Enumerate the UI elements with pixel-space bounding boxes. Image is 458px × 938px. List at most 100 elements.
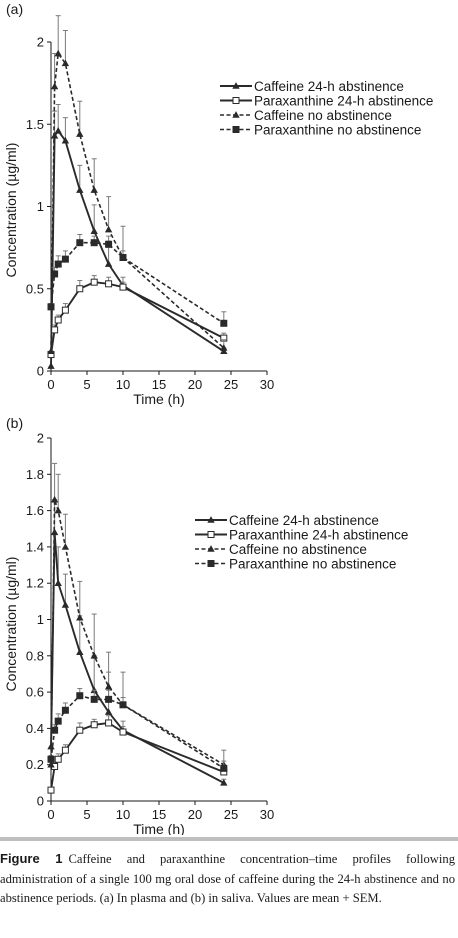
data-point <box>47 786 55 794</box>
data-point <box>90 227 98 234</box>
caption-label: Figure 1 <box>0 851 63 866</box>
data-point <box>61 543 70 550</box>
data-point <box>54 579 62 586</box>
data-point <box>54 127 62 134</box>
x-tick-label: 10 <box>116 807 130 822</box>
data-point <box>90 278 98 286</box>
y-tick-label: 0 <box>37 794 44 809</box>
legend-label: Paraxanthine 24-h abstinence <box>254 93 433 108</box>
x-tick-label: 0 <box>47 807 54 822</box>
data-point <box>105 240 113 248</box>
figure-caption: Figure 1 Caffeine and paraxanthine concen… <box>0 849 455 909</box>
data-point <box>232 97 240 104</box>
y-axis-title: Concentration (µg/ml) <box>3 143 19 278</box>
data-point <box>47 760 55 768</box>
data-point <box>220 344 228 351</box>
data-point <box>90 186 98 193</box>
x-tick-label: 30 <box>260 807 274 822</box>
y-tick-label: 0.2 <box>26 757 44 772</box>
x-tick-label: 30 <box>260 377 274 392</box>
y-axis-title: Concentration (µg/ml) <box>3 557 19 692</box>
data-point <box>54 717 62 725</box>
y-tick-label: 1.5 <box>26 117 44 132</box>
y-tick-label: 1 <box>37 199 44 214</box>
series-1 <box>47 499 228 786</box>
y-tick-label: 0 <box>37 364 44 379</box>
data-point <box>54 755 62 763</box>
x-tick-label: 5 <box>83 377 90 392</box>
caption-text: Caffeine and paraxanthine concentration–… <box>0 852 455 906</box>
data-point <box>207 516 215 523</box>
x-tick-label: 15 <box>152 807 166 822</box>
data-point <box>51 726 59 734</box>
data-point <box>105 719 113 727</box>
data-point <box>104 682 113 690</box>
data-point <box>61 601 70 608</box>
x-tick-label: 20 <box>188 377 202 392</box>
series-line <box>50 51 225 352</box>
data-point <box>232 126 240 133</box>
data-point <box>207 560 215 567</box>
legend-label: Caffeine no abstinence <box>229 542 367 557</box>
data-point <box>76 692 84 700</box>
series-line <box>50 129 225 367</box>
data-point <box>90 651 98 659</box>
data-point <box>47 755 55 763</box>
data-point <box>61 706 69 714</box>
series-2 <box>47 275 228 359</box>
data-point <box>207 531 215 538</box>
data-point <box>54 260 62 268</box>
x-axis-title: Time (h) <box>133 391 185 407</box>
x-tick-label: 25 <box>224 377 238 392</box>
data-point <box>90 695 98 703</box>
data-point <box>47 362 55 369</box>
y-tick-label: 2 <box>37 431 44 446</box>
data-point <box>104 708 113 715</box>
data-point <box>232 82 240 89</box>
series-line <box>50 499 225 766</box>
data-point <box>50 82 59 90</box>
legend-label: Caffeine 24-h abstinence <box>254 79 404 94</box>
data-point <box>54 316 62 324</box>
series-3 <box>47 15 228 355</box>
series-line <box>50 532 225 784</box>
data-point <box>220 779 228 786</box>
data-point <box>119 283 127 291</box>
series-4 <box>47 687 228 772</box>
data-point <box>76 239 84 247</box>
y-tick-label: 0.6 <box>26 685 44 700</box>
data-point <box>119 253 127 261</box>
data-point <box>61 306 69 314</box>
data-point <box>50 495 59 503</box>
y-tick-label: 0.8 <box>26 648 44 663</box>
data-point <box>105 280 113 288</box>
data-point <box>61 136 70 144</box>
panel-label: (b) <box>6 415 23 431</box>
series-4 <box>47 233 228 327</box>
data-point <box>90 239 98 247</box>
y-tick-label: 1.8 <box>26 467 44 482</box>
series-line <box>50 281 225 355</box>
data-point <box>220 764 228 772</box>
chart-panel-b: (b)00.20.40.60.811.21.41.61.820 5 10 15 20 25… <box>3 415 408 835</box>
data-point <box>76 726 84 734</box>
data-point <box>220 347 228 355</box>
data-point <box>76 285 84 293</box>
data-point <box>90 721 98 729</box>
y-tick-label: 1.4 <box>26 539 44 554</box>
x-tick-label: 15 <box>152 377 166 392</box>
data-point <box>119 701 127 709</box>
caption-rule <box>0 837 458 841</box>
data-point <box>76 186 84 193</box>
y-tick-label: 0.4 <box>26 721 44 736</box>
data-point <box>61 746 69 754</box>
y-tick-label: 1.6 <box>26 503 44 518</box>
data-point <box>232 111 240 118</box>
data-point <box>51 270 59 278</box>
data-point <box>76 613 84 621</box>
legend-label: Paraxanthine no abstinence <box>254 122 421 137</box>
x-tick-label: 20 <box>188 807 202 822</box>
